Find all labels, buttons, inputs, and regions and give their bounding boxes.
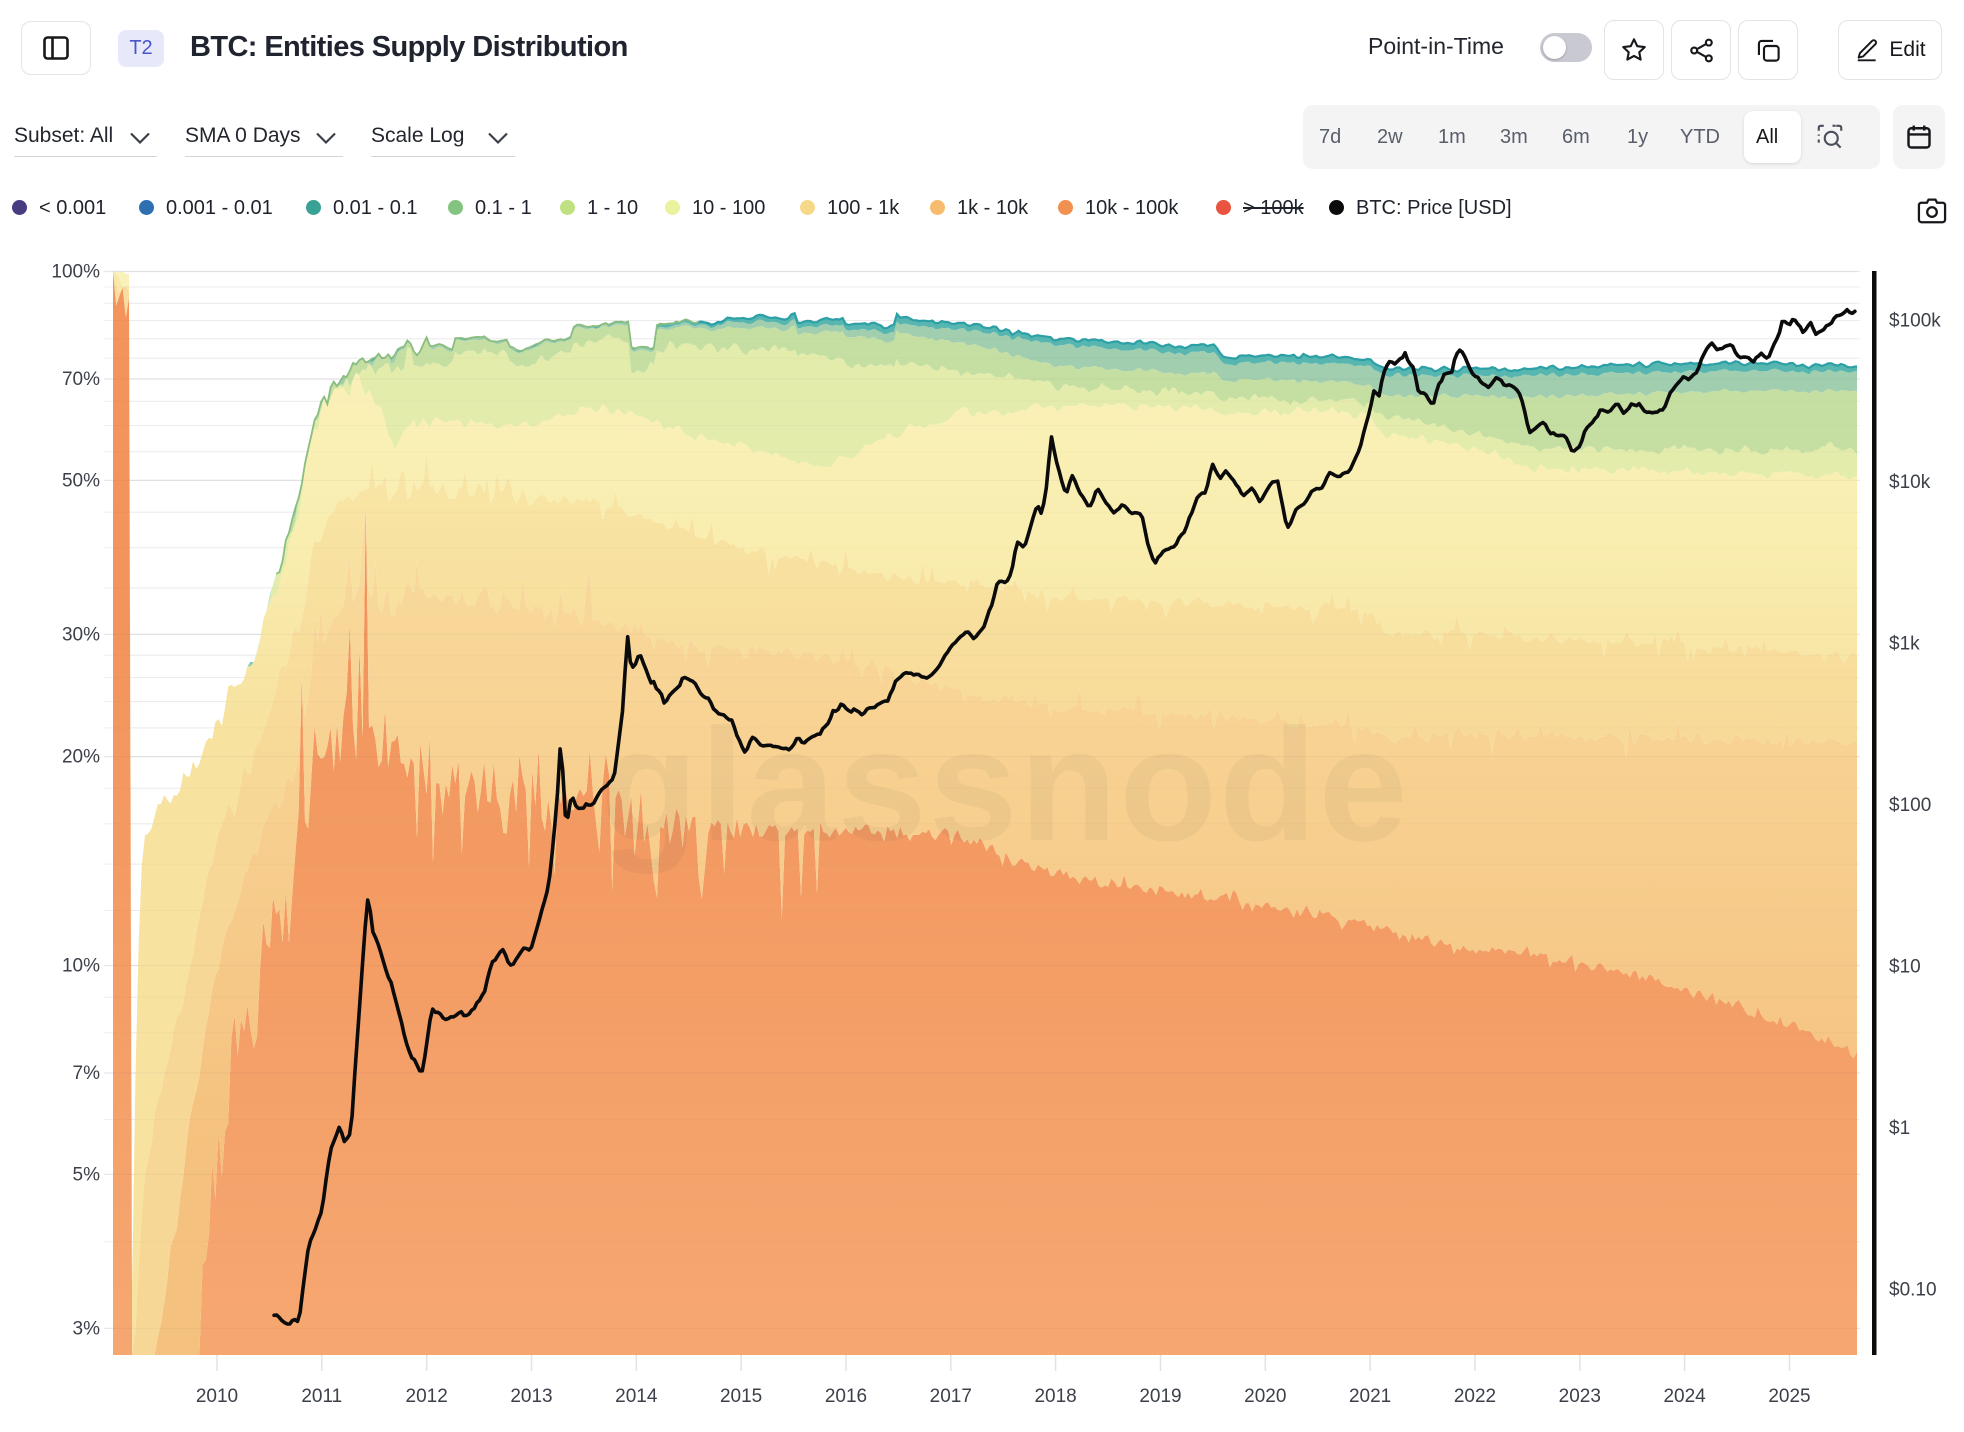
svg-text:$1: $1 — [1889, 1118, 1910, 1139]
svg-text:20%: 20% — [62, 747, 100, 768]
svg-text:$100k: $100k — [1889, 311, 1941, 332]
svg-text:2011: 2011 — [301, 1386, 342, 1407]
svg-text:2021: 2021 — [1349, 1386, 1391, 1407]
svg-text:2022: 2022 — [1454, 1386, 1496, 1407]
svg-text:2016: 2016 — [825, 1386, 867, 1407]
svg-text:70%: 70% — [62, 369, 100, 390]
svg-text:10%: 10% — [62, 956, 100, 977]
svg-text:2024: 2024 — [1663, 1386, 1706, 1407]
svg-text:3%: 3% — [73, 1318, 101, 1339]
svg-text:2015: 2015 — [720, 1386, 762, 1407]
svg-text:2018: 2018 — [1034, 1386, 1076, 1407]
svg-text:50%: 50% — [62, 470, 100, 491]
svg-text:2023: 2023 — [1559, 1386, 1601, 1407]
svg-text:2012: 2012 — [406, 1386, 448, 1407]
svg-text:30%: 30% — [62, 624, 100, 645]
svg-text:2025: 2025 — [1768, 1386, 1810, 1407]
svg-text:2013: 2013 — [510, 1386, 552, 1407]
svg-text:glassnode: glassnode — [600, 695, 1409, 874]
svg-text:2017: 2017 — [930, 1386, 972, 1407]
svg-text:$100: $100 — [1889, 795, 1931, 816]
svg-text:5%: 5% — [73, 1164, 101, 1185]
svg-text:2010: 2010 — [196, 1386, 238, 1407]
svg-text:7%: 7% — [73, 1063, 101, 1084]
svg-text:100%: 100% — [51, 262, 100, 283]
svg-text:$1k: $1k — [1889, 634, 1920, 655]
svg-text:$10: $10 — [1889, 957, 1921, 978]
svg-text:$10k: $10k — [1889, 472, 1931, 493]
svg-text:2020: 2020 — [1244, 1386, 1286, 1407]
svg-text:2019: 2019 — [1139, 1386, 1181, 1407]
svg-text:2014: 2014 — [615, 1386, 658, 1407]
svg-text:$0.10: $0.10 — [1889, 1280, 1937, 1301]
